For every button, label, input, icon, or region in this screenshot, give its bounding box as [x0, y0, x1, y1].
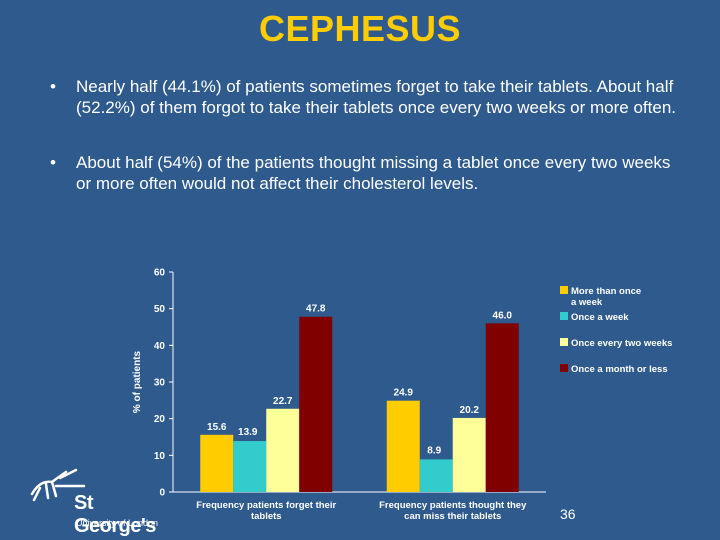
bar — [266, 408, 300, 492]
horse-rider-icon — [30, 468, 86, 502]
bullet-text: About half (54%) of the patients thought… — [76, 153, 671, 193]
x-tick-label: tablets — [251, 511, 282, 522]
bullet-dot: • — [50, 153, 56, 172]
bullet-item: • Nearly half (44.1%) of patients someti… — [50, 76, 690, 118]
legend-label: Once a week — [571, 312, 629, 323]
legend-label: Once a month or less — [571, 364, 668, 375]
bar — [200, 434, 234, 492]
x-tick-label: can miss their tablets — [404, 511, 501, 522]
slide-title: CEPHESUS — [258, 8, 462, 49]
bar — [485, 323, 519, 492]
data-label: 8.9 — [427, 445, 441, 456]
university-logo: St George's University of London — [26, 466, 176, 537]
bar — [233, 441, 267, 492]
legend-swatch — [560, 338, 568, 346]
y-tick-label: 0 — [159, 488, 165, 499]
legend-swatch — [560, 312, 568, 320]
bar — [419, 459, 453, 492]
bar — [452, 417, 486, 492]
bar — [386, 400, 420, 492]
bar — [299, 316, 333, 492]
legend-swatch — [560, 364, 568, 372]
data-label: 13.9 — [238, 427, 258, 438]
data-label: 47.8 — [306, 304, 326, 315]
y-tick-label: 10 — [154, 451, 166, 462]
data-label: 24.9 — [394, 388, 414, 399]
data-label: 15.6 — [207, 422, 227, 433]
bullet-list: • Nearly half (44.1%) of patients someti… — [50, 76, 690, 228]
data-label: 22.7 — [273, 396, 293, 407]
chart-svg: % of patients 0 10 20 30 40 50 60 15.6 13.9 22.7 47… — [132, 268, 672, 523]
legend-swatch — [560, 286, 568, 294]
bar-chart: % of patients 0 10 20 30 40 50 60 15.6 13.9 22.7 47… — [118, 258, 708, 530]
y-axis-label: % of patients — [132, 350, 143, 413]
bullet-text: Nearly half (44.1%) of patients sometime… — [76, 77, 677, 117]
y-tick-label: 40 — [154, 341, 166, 352]
data-label: 46.0 — [493, 310, 513, 321]
bullet-dot: • — [50, 77, 56, 96]
page-number: 36 — [560, 506, 576, 522]
y-tick-label: 60 — [154, 268, 166, 279]
legend-label: Once every two weeks — [571, 338, 672, 349]
y-tick-label: 20 — [154, 414, 166, 425]
logo-name: St George's — [74, 492, 156, 537]
y-tick-label: 50 — [154, 304, 166, 315]
legend-label: a week — [571, 297, 603, 308]
data-label: 20.2 — [460, 405, 480, 416]
bullet-item: • About half (54%) of the patients thoug… — [50, 152, 690, 194]
x-tick-label: Frequency patients forget their — [196, 500, 336, 511]
y-tick-label: 30 — [154, 378, 166, 389]
logo-subtitle: University of London — [76, 518, 159, 528]
legend-label: More than once — [571, 286, 641, 297]
x-tick-label: Frequency patients thought they — [379, 500, 527, 511]
